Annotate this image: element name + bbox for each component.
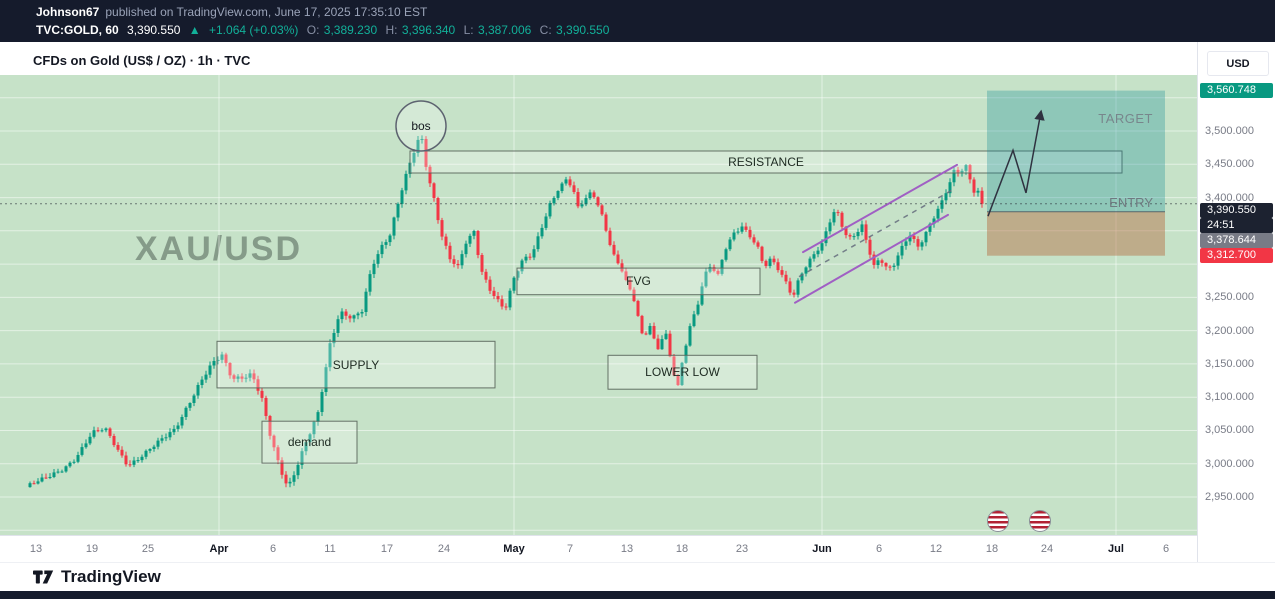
lower-low-label: LOWER LOW	[645, 365, 720, 380]
chart-pane[interactable]	[0, 75, 1197, 535]
time-tick: 6	[875, 543, 883, 555]
fvg-label: FVG	[626, 274, 651, 289]
price-tick: 3,450.000	[1205, 158, 1254, 171]
time-tick: 17	[380, 543, 394, 555]
target-label: TARGET	[1098, 110, 1153, 126]
entry-price-badge: 3,378.644	[1200, 232, 1273, 248]
zone-boxes[interactable]	[216, 150, 1123, 464]
price-tick: 2,950.000	[1205, 491, 1254, 504]
time-tick: 23	[735, 543, 749, 555]
parallel-channel[interactable]	[794, 163, 958, 304]
close-value: 3,390.550	[556, 23, 610, 37]
open-value: 3,389.230	[323, 23, 378, 37]
us-flag-icon[interactable]	[1029, 510, 1051, 532]
time-tick: 13	[620, 543, 634, 555]
author-name[interactable]: Johnson67	[36, 5, 100, 19]
last-price-badge: 3,390.550	[1200, 202, 1273, 218]
time-tick: Jun	[812, 543, 832, 555]
chart-title[interactable]: CFDs on Gold (US$ / OZ) · 1h · TVC	[33, 53, 251, 68]
bottom-strip	[0, 591, 1275, 599]
long-position-tool[interactable]	[987, 90, 1165, 256]
time-tick: 6	[269, 543, 277, 555]
time-tick: 25	[141, 543, 155, 555]
bos-circle[interactable]	[395, 100, 447, 152]
publish-header: Johnson67 published on TradingView.com, J…	[0, 0, 1275, 42]
time-tick: 6	[1162, 543, 1170, 555]
footer: TradingView	[0, 562, 1275, 591]
price-tick: 3,500.000	[1205, 125, 1254, 137]
price-change: +1.064 (+0.03%)	[209, 23, 299, 37]
bos-label: bos	[411, 119, 431, 133]
price-tick: 3,100.000	[1205, 391, 1254, 404]
demand-label: demand	[287, 435, 332, 450]
price-tick: 3,250.000	[1205, 291, 1254, 304]
target-price-badge: 3,560.748	[1200, 82, 1273, 98]
price-tick: 3,400.000	[1205, 191, 1254, 204]
time-tick: 13	[29, 543, 43, 555]
supply-label: SUPPLY	[332, 357, 380, 372]
last-price: 3,390.550	[127, 23, 181, 37]
price-axis[interactable]: USD 3,500.000 3,450.000 3,400.000 3,250.000…	[1197, 42, 1275, 562]
projection-arrow[interactable]	[987, 109, 1045, 217]
time-tick: 19	[85, 543, 99, 555]
publish-info: Johnson67 published on TradingView.com, J…	[36, 5, 1275, 20]
price-tick: 3,000.000	[1205, 457, 1254, 470]
entry-label: ENTRY	[1109, 194, 1153, 210]
low-value: 3,387.006	[477, 23, 532, 37]
publish-meta: published on TradingView.com, June 17, 2…	[105, 5, 428, 19]
chart-root	[0, 75, 1197, 535]
time-tick: May	[503, 543, 525, 555]
high-label: H:	[385, 23, 398, 37]
brand-name[interactable]: TradingView	[61, 567, 161, 586]
currency-button[interactable]: USD	[1207, 51, 1269, 76]
symbol-watermark: XAU/USD	[135, 230, 303, 268]
resistance-label: RESISTANCE	[728, 154, 804, 169]
symbol-name[interactable]: TVC:GOLD, 60	[36, 23, 119, 37]
time-tick: 24	[1040, 543, 1054, 555]
up-arrow-icon: ▲	[188, 23, 201, 37]
time-tick: 18	[675, 543, 689, 555]
stop-price-badge: 3,312.700	[1200, 247, 1273, 263]
high-value: 3,396.340	[401, 23, 456, 37]
price-tick: 3,050.000	[1205, 424, 1254, 437]
countdown-badge: 24:51	[1200, 217, 1273, 233]
time-axis[interactable]: 13 19 25 Apr 6 11 17 24 May 7 13 18 23 Jun 6 12 18 24 Jul 6	[0, 535, 1197, 563]
quote-bar: TVC:GOLD, 60 3,390.550 ▲ +1.064 (+0.03%)…	[36, 22, 1275, 38]
time-tick: 12	[929, 543, 943, 555]
price-tick: 3,200.000	[1205, 324, 1254, 337]
price-tick: 3,150.000	[1205, 357, 1254, 370]
time-tick: 18	[985, 543, 999, 555]
time-tick: 24	[437, 543, 451, 555]
tradingview-logo-icon[interactable]	[33, 568, 54, 586]
open-label: O:	[306, 23, 320, 37]
chart-area: XAU/USD CFDs on Gold (US$ / OZ) · 1h · T…	[0, 42, 1275, 563]
time-tick: Apr	[209, 543, 229, 555]
time-tick: 11	[324, 543, 336, 555]
close-label: C:	[539, 23, 552, 37]
candles-layer	[28, 135, 984, 488]
time-tick: 7	[566, 543, 574, 555]
chart-canvas	[0, 75, 1197, 535]
low-label: L:	[463, 23, 474, 37]
time-tick: Jul	[1108, 543, 1124, 555]
us-flag-icon[interactable]	[987, 510, 1009, 532]
